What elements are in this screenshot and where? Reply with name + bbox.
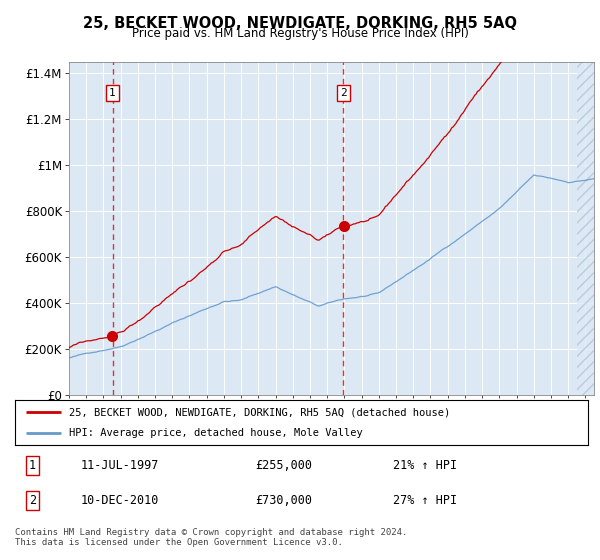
Text: 11-JUL-1997: 11-JUL-1997 (81, 459, 159, 472)
Text: £730,000: £730,000 (256, 494, 313, 507)
Text: Contains HM Land Registry data © Crown copyright and database right 2024.
This d: Contains HM Land Registry data © Crown c… (15, 528, 407, 547)
Text: 10-DEC-2010: 10-DEC-2010 (81, 494, 159, 507)
Text: £255,000: £255,000 (256, 459, 313, 472)
Text: 21% ↑ HPI: 21% ↑ HPI (393, 459, 457, 472)
Text: Price paid vs. HM Land Registry's House Price Index (HPI): Price paid vs. HM Land Registry's House … (131, 27, 469, 40)
Text: 25, BECKET WOOD, NEWDIGATE, DORKING, RH5 5AQ (detached house): 25, BECKET WOOD, NEWDIGATE, DORKING, RH5… (70, 408, 451, 418)
Text: 1: 1 (29, 459, 36, 472)
Text: HPI: Average price, detached house, Mole Valley: HPI: Average price, detached house, Mole… (70, 428, 363, 438)
Text: 1: 1 (109, 88, 116, 98)
Text: 27% ↑ HPI: 27% ↑ HPI (393, 494, 457, 507)
Text: 2: 2 (340, 88, 347, 98)
Text: 25, BECKET WOOD, NEWDIGATE, DORKING, RH5 5AQ: 25, BECKET WOOD, NEWDIGATE, DORKING, RH5… (83, 16, 517, 31)
Text: 2: 2 (29, 494, 36, 507)
